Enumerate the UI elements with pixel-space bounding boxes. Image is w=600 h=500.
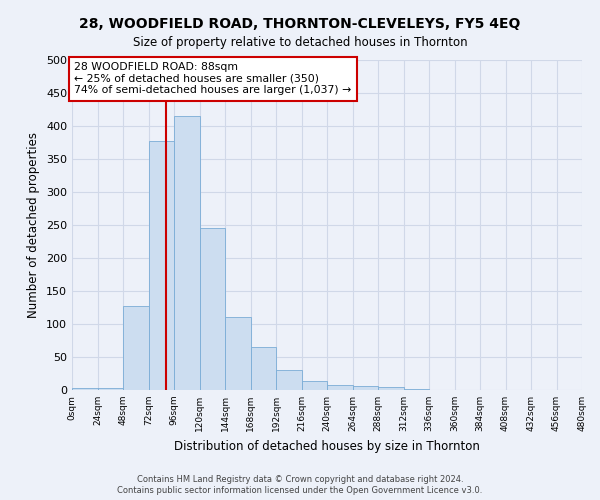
Bar [174,116,199,390]
Bar [123,306,149,390]
Bar [302,382,327,390]
Text: Contains public sector information licensed under the Open Government Licence v3: Contains public sector information licen… [118,486,482,495]
Text: 28, WOODFIELD ROAD, THORNTON-CLEVELEYS, FY5 4EQ: 28, WOODFIELD ROAD, THORNTON-CLEVELEYS, … [79,18,521,32]
Bar [199,228,225,390]
Text: Contains HM Land Registry data © Crown copyright and database right 2024.: Contains HM Land Registry data © Crown c… [137,475,463,484]
Bar [353,386,378,390]
Bar [225,316,251,390]
Bar [97,388,123,390]
Bar [251,347,276,390]
Y-axis label: Number of detached properties: Number of detached properties [28,132,40,318]
Bar [276,370,302,390]
Text: 28 WOODFIELD ROAD: 88sqm
← 25% of detached houses are smaller (350)
74% of semi-: 28 WOODFIELD ROAD: 88sqm ← 25% of detach… [74,62,352,95]
Bar [149,140,174,390]
Bar [327,384,353,390]
Text: Size of property relative to detached houses in Thornton: Size of property relative to detached ho… [133,36,467,49]
X-axis label: Distribution of detached houses by size in Thornton: Distribution of detached houses by size … [174,440,480,452]
Bar [378,388,404,390]
Bar [72,388,97,390]
